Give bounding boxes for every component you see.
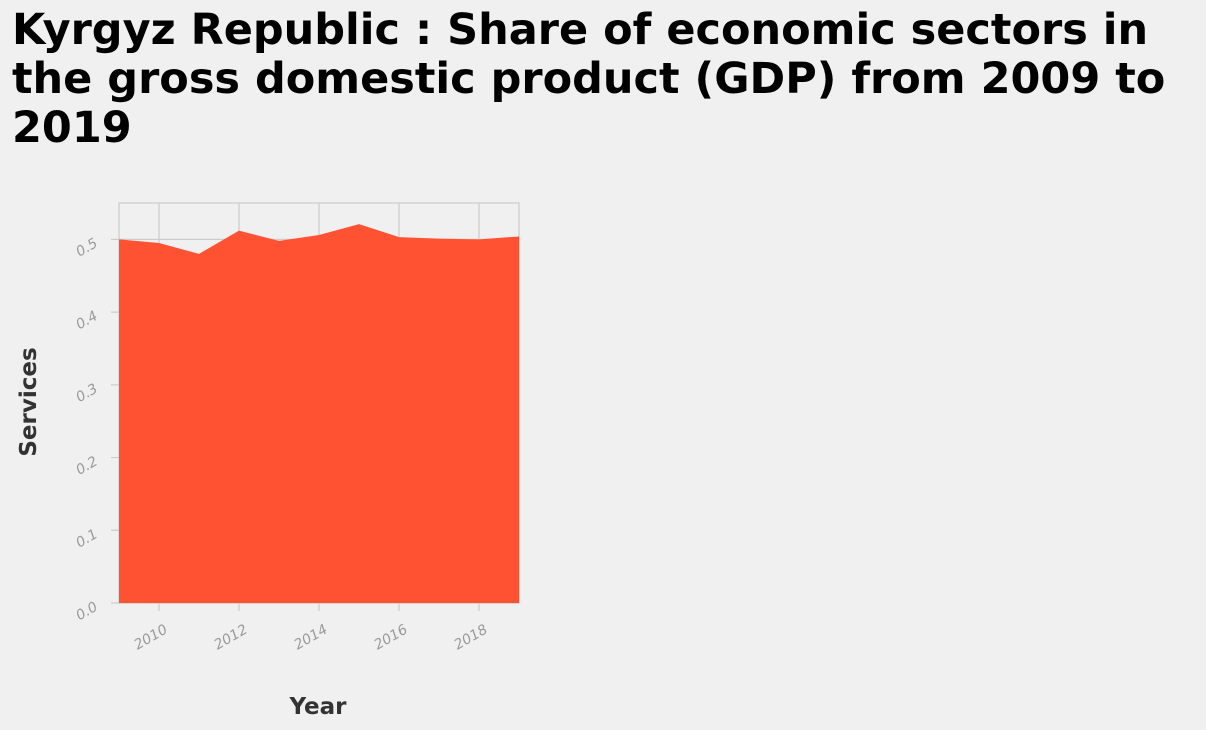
area-fill — [119, 224, 519, 603]
x-axis-label: Year — [288, 694, 347, 720]
y-tick-label: 0.4 — [73, 308, 100, 333]
x-tick-label: 2018 — [452, 622, 491, 654]
x-tick-label: 2012 — [212, 622, 251, 654]
y-tick-label: 0.1 — [73, 526, 100, 551]
area-series — [119, 224, 519, 603]
y-tick-label: 0.0 — [73, 599, 100, 624]
x-tick-label: 2016 — [372, 622, 411, 654]
y-tick-label: 0.2 — [73, 454, 100, 479]
chart-title: Kyrgyz Republic : Share of economic sect… — [12, 5, 1166, 153]
x-tick-label: 2010 — [132, 622, 171, 654]
y-tick-label: 0.3 — [73, 381, 100, 406]
x-axis-ticks: 2010 2012 2014 2016 2018 — [132, 622, 491, 654]
y-axis-label: Services — [16, 347, 42, 456]
y-axis-ticks: 0.0 0.1 0.2 0.3 0.4 0.5 — [73, 235, 100, 624]
x-tick-label: 2014 — [292, 622, 331, 654]
y-tick-label: 0.5 — [73, 235, 100, 260]
